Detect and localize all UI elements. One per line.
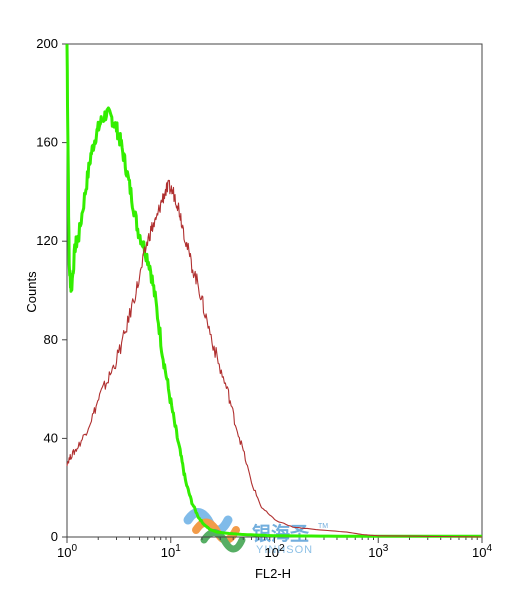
- y-tick-label: 160: [36, 135, 58, 150]
- x-tick-label: 102: [264, 543, 284, 560]
- plot-frame: [66, 43, 483, 538]
- y-tick-label: 200: [36, 36, 58, 51]
- watermark-cn-text: 银海圣: [252, 522, 310, 545]
- x-tick-exponent: 0: [71, 543, 77, 554]
- x-tick-base: 10: [57, 545, 71, 560]
- series-line-1: [65, 44, 482, 538]
- series-line-2: [66, 179, 483, 538]
- x-tick-base: 10: [264, 545, 278, 560]
- y-axis: 0 40 80 120 160 200: [36, 36, 67, 544]
- x-tick-base: 10: [368, 545, 382, 560]
- x-tick-exponent: 2: [279, 543, 285, 554]
- x-tick-exponent: 1: [175, 543, 181, 554]
- x-axis-title: FL2-H: [255, 566, 291, 581]
- x-tick-exponent: 4: [486, 543, 492, 554]
- y-axis-title: Counts: [24, 271, 39, 313]
- x-axis: 100 101 102 103 104: [57, 537, 492, 560]
- x-tick-base: 10: [472, 545, 486, 560]
- watermark-tm: TM: [318, 523, 328, 530]
- series-layer: [65, 44, 483, 538]
- x-tick-label: 100: [57, 543, 77, 560]
- y-tick-label: 40: [44, 430, 58, 445]
- x-tick-base: 10: [161, 545, 175, 560]
- y-tick-label: 0: [51, 529, 58, 544]
- x-tick-label: 104: [472, 543, 492, 560]
- x-tick-label: 103: [368, 543, 388, 560]
- y-tick-label: 80: [44, 332, 58, 347]
- y-tick-label: 120: [36, 233, 58, 248]
- x-tick-exponent: 3: [383, 543, 389, 554]
- watermark-en-text: YINHSON: [256, 544, 313, 556]
- x-tick-label: 101: [161, 543, 181, 560]
